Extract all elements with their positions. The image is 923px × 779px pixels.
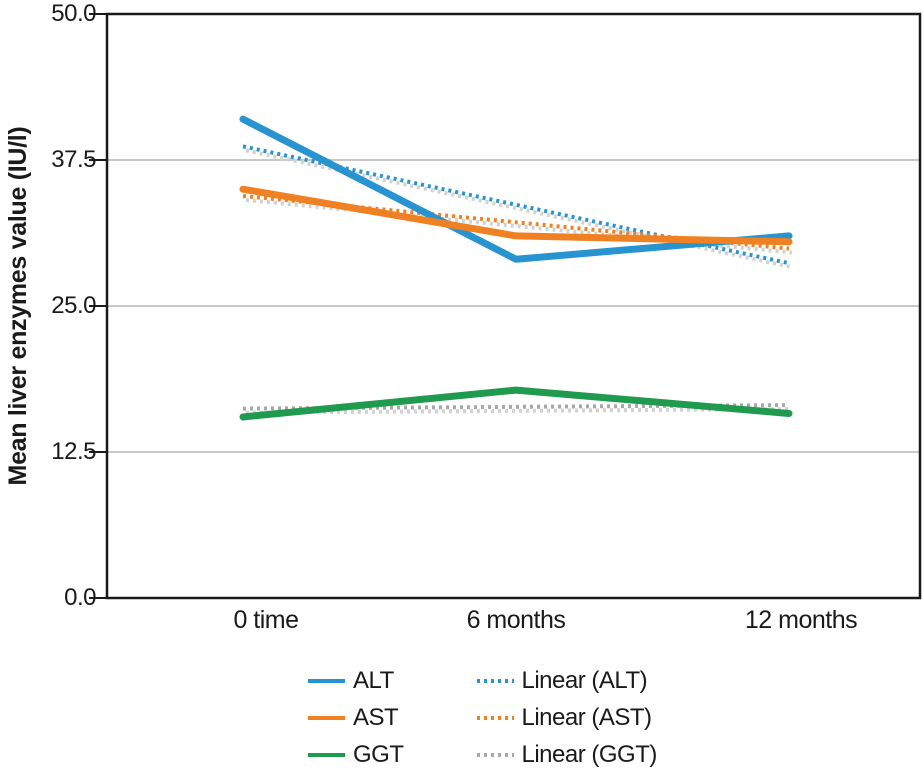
legend-item-linear-alt: Linear (ALT) [476,667,657,694]
y-tick-label: 37.5 [51,146,96,173]
legend-item-ast: AST [308,705,404,731]
x-tick-label-0-time: 0 time [233,606,299,634]
legend-label: Linear (GGT) [521,741,658,768]
legend-label: Linear (ALT) [521,667,648,694]
alt-line-swatch [308,679,345,683]
legend-label: Linear (AST) [521,704,653,731]
legend-label: GGT [353,741,404,768]
legend-item-linear-ggt: Linear (GGT) [476,741,658,768]
legend-column-series: ALT AST GGT [308,668,404,768]
linear-ast-dotted-swatch [476,716,514,720]
legend-item-ggt: GGT [308,742,404,768]
ggt-line-swatch [308,753,345,757]
x-tick-label-12-months: 12 months [744,606,858,634]
legend-item-alt: ALT [308,668,404,694]
ast-line-swatch [308,716,345,720]
legend-item-linear-ast: Linear (AST) [476,704,657,731]
y-tick-label: 0.0 [64,584,96,611]
linear-alt-dotted-swatch [476,679,514,683]
legend-label: AST [353,704,399,731]
y-tick-label: 12.5 [51,438,96,465]
legend-column-trendlines: Linear (ALT) Linear (AST) Linear (GGT) [476,667,658,768]
y-tick-label: 25.0 [51,292,96,319]
linear-ggt-dotted-swatch [476,753,514,757]
y-tick-label: 50.0 [51,0,96,27]
legend: ALT AST GGT Linear (ALT) Linear (AST) [308,668,657,768]
legend-label: ALT [353,667,394,694]
x-tick-label-6-months: 6 months [466,606,566,634]
